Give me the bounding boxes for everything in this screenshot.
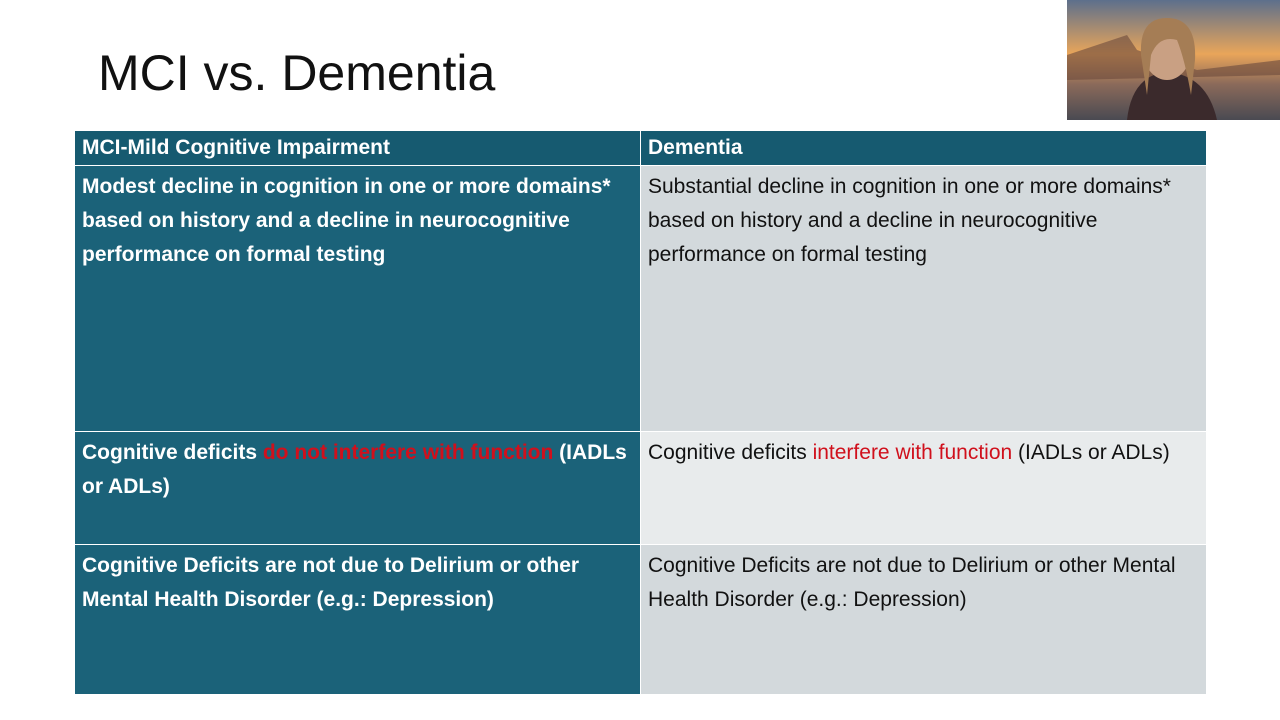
table-row: Cognitive Deficits are not due to Deliri… bbox=[74, 544, 1207, 695]
column-header: Dementia bbox=[640, 130, 1207, 166]
cell-text: Cognitive deficits bbox=[82, 441, 263, 464]
bridge bbox=[1067, 35, 1280, 80]
table-cell: Cognitive Deficits are not due to Deliri… bbox=[74, 544, 641, 695]
cell-text: (IADLs or ADLs) bbox=[1012, 441, 1170, 464]
person-hair bbox=[1140, 18, 1196, 95]
cell-text: Cognitive deficits bbox=[648, 441, 813, 464]
slide-title: MCI vs. Dementia bbox=[98, 45, 496, 101]
emphasized-text: do not interfere with function bbox=[262, 441, 554, 464]
webcam-video bbox=[1067, 0, 1280, 120]
cell-text: Cognitive Deficits are not due to Deliri… bbox=[648, 554, 1176, 611]
column-header: MCI-Mild Cognitive Impairment bbox=[74, 130, 641, 166]
table-cell: Cognitive deficits do not interfere with… bbox=[74, 431, 641, 545]
table-cell: Cognitive deficits interfere with functi… bbox=[640, 431, 1207, 545]
table-row: Modest decline in cognition in one or mo… bbox=[74, 165, 1207, 432]
cell-text: (IADLs or ADLs) bbox=[82, 441, 627, 498]
table-cell: Modest decline in cognition in one or mo… bbox=[74, 165, 641, 432]
cell-text: Modest decline in cognition in one or mo… bbox=[82, 175, 611, 266]
table-cell: Substantial decline in cognition in one … bbox=[640, 165, 1207, 432]
table-cell: Cognitive Deficits are not due to Deliri… bbox=[640, 544, 1207, 695]
emphasized-text: interfere with function bbox=[812, 441, 1013, 464]
table-row: Cognitive deficits do not interfere with… bbox=[74, 431, 1207, 545]
cell-text: Substantial decline in cognition in one … bbox=[648, 175, 1171, 266]
header-row: MCI-Mild Cognitive Impairment Dementia bbox=[74, 130, 1207, 166]
comparison-table: MCI-Mild Cognitive Impairment Dementia Mo… bbox=[74, 130, 1207, 695]
person-body bbox=[1127, 72, 1217, 120]
cell-text: Cognitive Deficits are not due to Deliri… bbox=[82, 554, 580, 611]
